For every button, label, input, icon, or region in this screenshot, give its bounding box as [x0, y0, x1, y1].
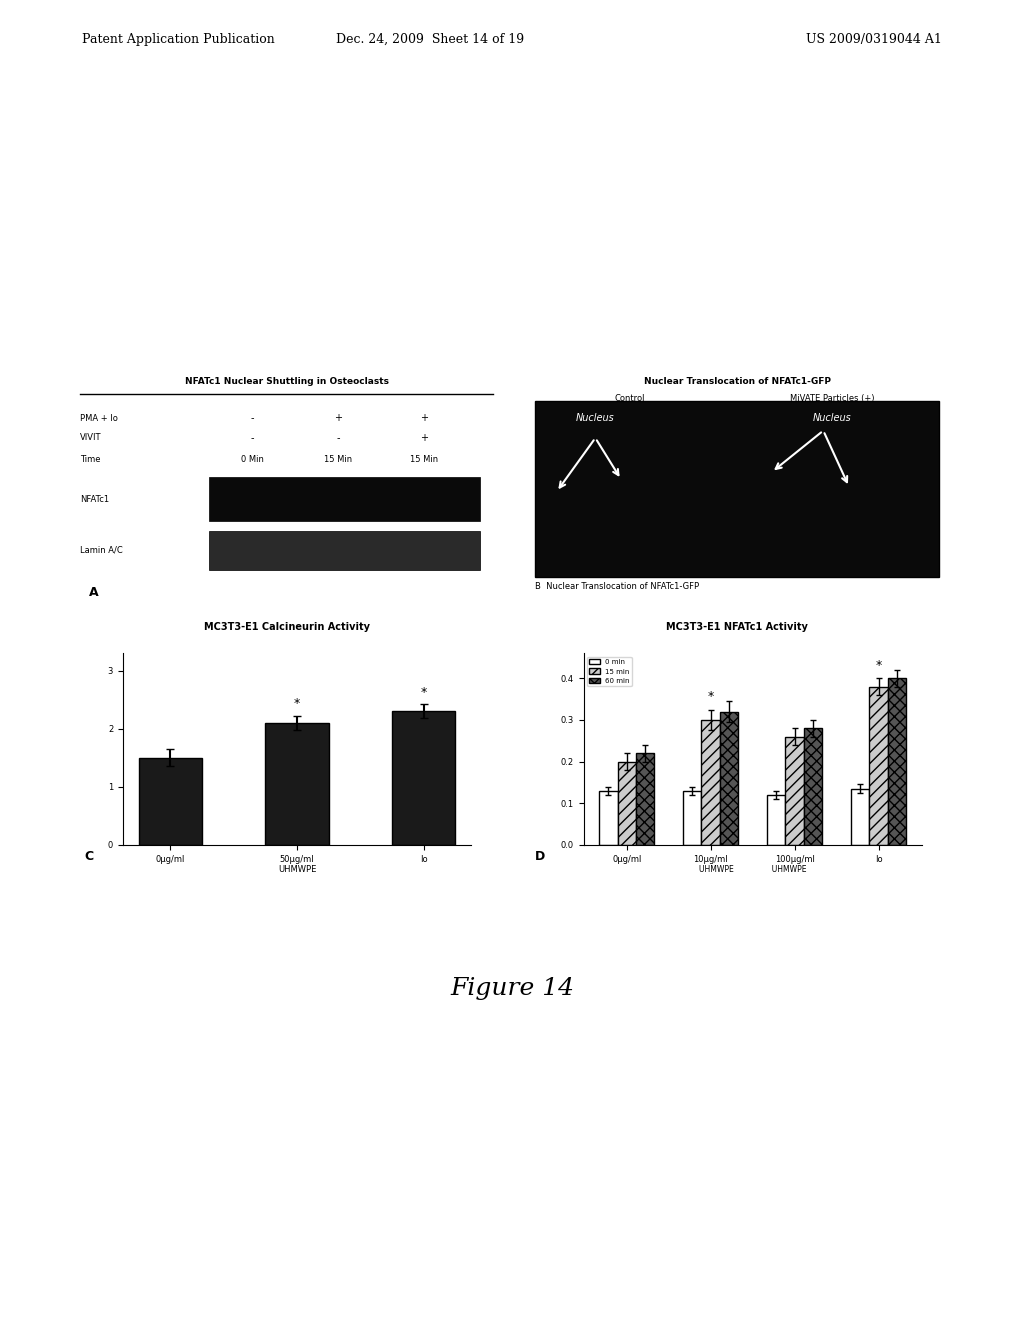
Text: 0 Min: 0 Min [241, 455, 264, 465]
Bar [701, 719, 720, 845]
Text: NFATc1 Nuclear Shuttling in Osteoclasts: NFATc1 Nuclear Shuttling in Osteoclasts [184, 378, 389, 385]
Text: +: + [420, 433, 428, 444]
Text: -: - [251, 413, 254, 424]
FancyBboxPatch shape [209, 477, 480, 521]
Text: -: - [251, 433, 254, 444]
Text: Patent Application Publication: Patent Application Publication [82, 33, 274, 46]
Bar [265, 723, 329, 845]
Text: D: D [536, 850, 546, 863]
Text: +: + [420, 413, 428, 424]
Bar [888, 678, 906, 845]
X-axis label: UHMWPE                UHMWPE: UHMWPE UHMWPE [699, 865, 806, 874]
Legend: 0 min, 15 min, 60 min: 0 min, 15 min, 60 min [587, 657, 632, 686]
Text: MC3T3-E1 Calcineurin Activity: MC3T3-E1 Calcineurin Activity [204, 622, 370, 631]
Text: PMA + Io: PMA + Io [80, 414, 118, 422]
FancyBboxPatch shape [536, 401, 939, 577]
Text: -: - [337, 433, 340, 444]
Bar [392, 711, 456, 845]
Text: Figure 14: Figure 14 [450, 977, 574, 999]
Bar [869, 686, 888, 845]
Text: +: + [334, 413, 342, 424]
Text: NFATc1: NFATc1 [80, 495, 110, 503]
Bar [617, 762, 636, 845]
Text: MiVATE Particles (+): MiVATE Particles (+) [790, 393, 874, 403]
Text: *: * [708, 690, 714, 704]
Text: Dec. 24, 2009  Sheet 14 of 19: Dec. 24, 2009 Sheet 14 of 19 [336, 33, 524, 46]
X-axis label: UHMWPE: UHMWPE [278, 865, 316, 874]
Text: Nucleus: Nucleus [575, 413, 614, 424]
Bar [767, 795, 785, 845]
Bar [851, 788, 869, 845]
Text: 15 Min: 15 Min [411, 455, 438, 465]
Text: A: A [89, 586, 98, 599]
Text: B  Nuclear Translocation of NFATc1-GFP: B Nuclear Translocation of NFATc1-GFP [536, 582, 699, 591]
Text: *: * [294, 697, 300, 710]
Text: US 2009/0319044 A1: US 2009/0319044 A1 [806, 33, 942, 46]
Bar [785, 737, 804, 845]
Bar [804, 729, 822, 845]
Text: Time: Time [80, 455, 100, 465]
Bar [599, 791, 617, 845]
Text: Nucleus: Nucleus [812, 413, 851, 424]
Text: *: * [876, 659, 882, 672]
Text: MC3T3-E1 NFATc1 Activity: MC3T3-E1 NFATc1 Activity [667, 622, 808, 631]
Text: Control: Control [614, 393, 645, 403]
FancyBboxPatch shape [209, 531, 480, 570]
Text: Lamin A/C: Lamin A/C [80, 545, 123, 554]
Bar [683, 791, 701, 845]
Text: 15 Min: 15 Min [325, 455, 352, 465]
Text: *: * [421, 685, 427, 698]
Bar [138, 758, 202, 845]
Text: Nuclear Translocation of NFATc1-GFP: Nuclear Translocation of NFATc1-GFP [644, 378, 830, 385]
Text: VIVIT: VIVIT [80, 433, 101, 442]
Bar [636, 754, 654, 845]
Bar [720, 711, 738, 845]
Text: C: C [85, 850, 94, 863]
